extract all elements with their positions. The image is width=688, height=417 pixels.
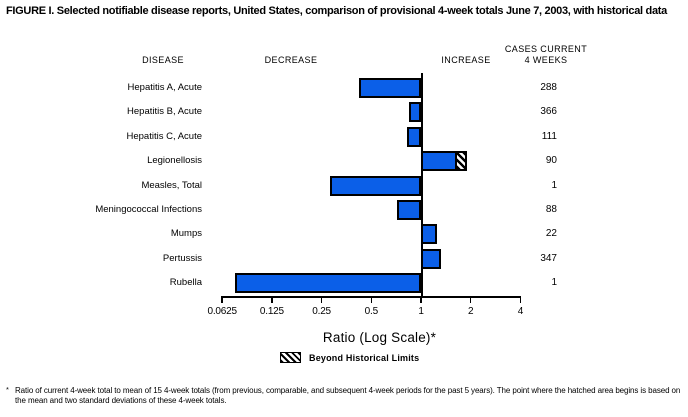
column-header-increase: INCREASE (441, 55, 491, 65)
cases-value: 1 (551, 179, 557, 191)
ratio-bar (329, 175, 421, 196)
footnote: * Ratio of current 4-week total to mean … (6, 385, 684, 406)
cases-value: 22 (545, 228, 557, 240)
cases-value: 1 (551, 277, 557, 289)
disease-label: Mumps (170, 228, 202, 240)
ratio-bar (409, 102, 421, 123)
ratio-bar (358, 78, 421, 98)
ratio-bar (406, 126, 421, 147)
axis-tick (320, 296, 323, 303)
column-header-disease: DISEASE (142, 55, 184, 65)
ratio-bar (421, 151, 468, 172)
axis-tick (271, 296, 273, 303)
disease-label: Pertussis (162, 252, 202, 264)
axis-tick-label: 0.0625 (207, 306, 237, 317)
axis-tick (370, 296, 373, 303)
footnote-marker: * (6, 385, 9, 394)
baseline-ratio-1 (420, 73, 423, 298)
legend: Beyond Historical Limits (280, 352, 419, 363)
axis-tick (420, 296, 422, 303)
axis-tick-label: 0.5 (364, 306, 379, 317)
beyond-limit-hatch (454, 153, 466, 170)
ratio-bar (397, 200, 421, 220)
cases-value: 366 (540, 106, 557, 118)
disease-label: Measles, Total (141, 179, 202, 191)
footnote-text: Ratio of current 4-week total to mean of… (15, 386, 681, 405)
legend-label: Beyond Historical Limits (309, 352, 420, 363)
disease-label: Legionellosis (147, 155, 202, 167)
figure-title: FIGURE I. Selected notifiable disease re… (6, 5, 667, 17)
ratio-bar (421, 224, 437, 245)
column-header-decrease: DECREASE (264, 55, 318, 65)
x-axis-label: Ratio (Log Scale)* (322, 330, 437, 345)
axis-tick-label: 1 (418, 306, 424, 317)
column-header-cases: CASES CURRENT 4 WEEKS (505, 44, 587, 66)
disease-label: Meningococcal Infections (95, 204, 202, 215)
cases-value: 288 (540, 82, 557, 93)
axis-tick-label: 2 (468, 306, 474, 317)
disease-label: Hepatitis C, Acute (126, 130, 202, 142)
cases-value: 90 (545, 155, 557, 167)
cases-value: 347 (540, 252, 557, 264)
column-header-cases-line2: 4 WEEKS (524, 55, 568, 65)
disease-label: Hepatitis B, Acute (127, 106, 202, 118)
cases-value: 111 (541, 130, 557, 142)
disease-label: Hepatitis A, Acute (127, 82, 202, 93)
ratio-bar (421, 248, 441, 269)
axis-tick-label: 4 (517, 306, 524, 317)
ratio-bar (235, 273, 421, 294)
axis-tick-label: 0.25 (312, 306, 331, 317)
axis-tick (221, 296, 223, 303)
axis-tick-label: 0.125 (259, 306, 284, 317)
column-header-cases-line1: CASES CURRENT (504, 44, 588, 54)
axis-tick (519, 296, 522, 303)
disease-label: Rubella (169, 277, 202, 289)
diagonal-hatch-swatch (280, 352, 301, 363)
cases-value: 88 (545, 204, 557, 215)
axis-tick (469, 296, 472, 303)
